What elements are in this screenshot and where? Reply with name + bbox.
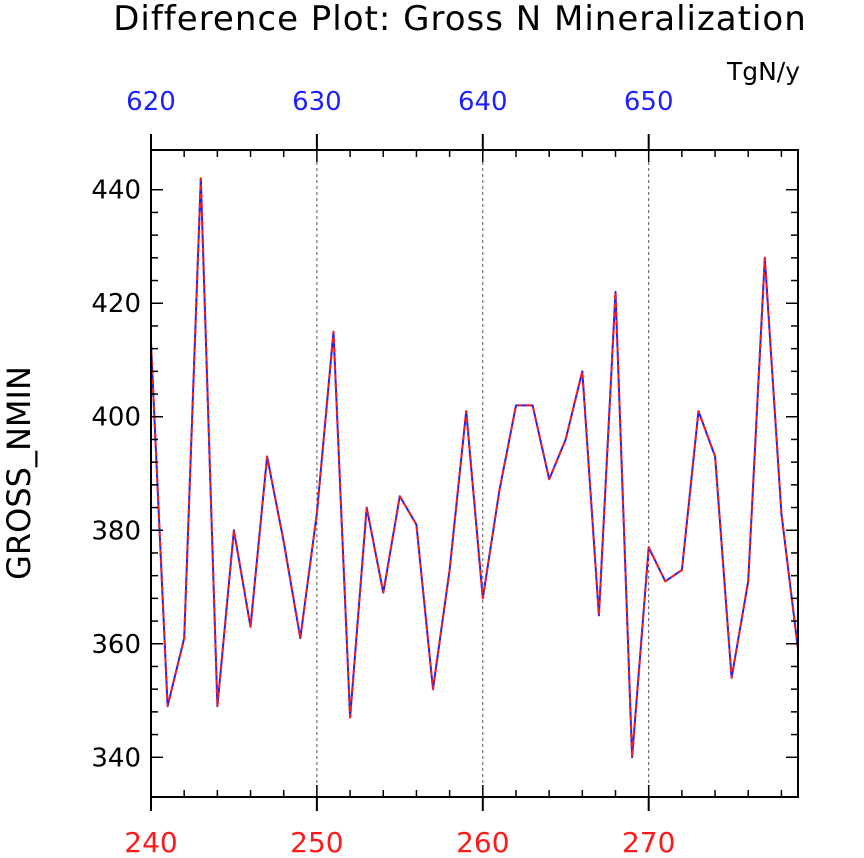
x-tick-label-bottom: 240 [124,826,177,858]
units-label: TgN/y [726,57,800,86]
axes [150,134,799,811]
x-tick-label-bottom: 250 [290,826,343,858]
x-tick-labels-top: 620 630 640 650 [126,87,673,117]
chart-title: Difference Plot: Gross N Mineralization [113,0,807,39]
y-tick-label: 440 [91,176,141,206]
grid-lines [316,150,650,797]
plot-frame [150,149,799,798]
series-lines [150,177,799,759]
y-axis-label: GROSS_NMIN [0,366,38,580]
x-tick-labels-bottom: 240 250 260 270 [124,826,675,858]
y-tick-labels: 340 360 380 400 420 440 [91,176,141,774]
x-tick-label-top: 650 [624,87,674,117]
x-tick-label-bottom: 270 [622,826,675,858]
x-tick-label-bottom: 260 [456,826,509,858]
x-tick-label-top: 640 [458,87,508,117]
y-tick-label: 400 [91,403,141,433]
x-tick-label-top: 620 [126,87,176,117]
y-tick-label: 340 [91,743,141,773]
y-tick-label: 360 [91,630,141,660]
y-tick-label: 380 [91,516,141,546]
series-line-a [150,177,799,759]
x-tick-label-top: 630 [292,87,342,117]
y-tick-label: 420 [91,289,141,319]
series-line-b [150,177,799,759]
